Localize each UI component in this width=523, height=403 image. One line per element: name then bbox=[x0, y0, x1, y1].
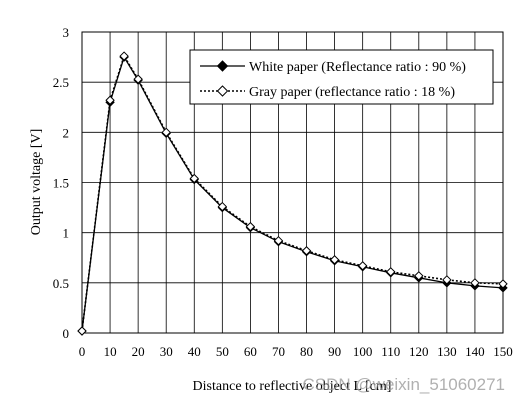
x-tick-label: 10 bbox=[104, 344, 117, 359]
y-tick-label: 1 bbox=[63, 226, 70, 241]
data-point-series-1 bbox=[245, 221, 256, 232]
watermark: CSDN @weixin_51060271 bbox=[302, 375, 505, 394]
data-point-series-1 bbox=[161, 127, 171, 138]
x-tick-label: 110 bbox=[381, 344, 400, 359]
data-point-series-1 bbox=[498, 279, 508, 289]
x-tick-label: 30 bbox=[160, 344, 173, 359]
x-tick-label: 90 bbox=[328, 344, 341, 359]
data-point-series-1 bbox=[414, 271, 424, 281]
data-point-series-1 bbox=[273, 235, 284, 246]
x-axis-label: Distance to reflective object L [cm] bbox=[193, 379, 392, 394]
x-tick-label: 20 bbox=[132, 344, 145, 359]
x-tick-label: 40 bbox=[188, 344, 201, 359]
legend-marker-gray bbox=[216, 85, 229, 97]
y-tick-label: 0.5 bbox=[53, 276, 69, 291]
data-point-series-1 bbox=[386, 267, 396, 277]
series-layer bbox=[77, 51, 508, 336]
x-tick-label: 150 bbox=[493, 344, 513, 359]
y-axis-label: Output voltage [V] bbox=[29, 129, 44, 236]
x-tick-label: 80 bbox=[300, 344, 313, 359]
data-point-series-1 bbox=[301, 246, 312, 256]
y-axis-ticks: 0 0.5 1 1.5 2 2.5 3 bbox=[53, 25, 69, 341]
data-point-series-1 bbox=[357, 261, 368, 271]
x-axis-ticks: 0 10 20 30 40 50 60 70 80 90 100 110 120 130 140 150 bbox=[79, 344, 513, 359]
data-point-series-1 bbox=[217, 201, 228, 212]
x-tick-label: 60 bbox=[244, 344, 257, 359]
data-point-series-1 bbox=[77, 326, 87, 336]
x-tick-label: 140 bbox=[465, 344, 485, 359]
x-tick-label: 120 bbox=[409, 344, 429, 359]
legend-marker-white bbox=[216, 60, 229, 72]
x-tick-label: 100 bbox=[353, 344, 373, 359]
y-tick-label: 3 bbox=[63, 25, 70, 40]
x-tick-label: 70 bbox=[272, 344, 285, 359]
data-point-series-1 bbox=[119, 51, 129, 61]
legend: White paper (Reflectance ratio : 90 %) G… bbox=[189, 49, 494, 105]
data-point-series-1 bbox=[442, 275, 452, 285]
legend-box bbox=[189, 49, 494, 105]
legend-label-white: White paper (Reflectance ratio : 90 %) bbox=[249, 60, 466, 75]
x-tick-label: 130 bbox=[437, 344, 457, 359]
data-point-series-1 bbox=[329, 255, 340, 265]
data-point-series-1 bbox=[470, 278, 480, 288]
x-tick-label: 0 bbox=[79, 344, 86, 359]
x-tick-label: 50 bbox=[216, 344, 229, 359]
y-tick-label: 0 bbox=[63, 326, 70, 341]
legend-label-gray: Gray paper (reflectance ratio : 18 %) bbox=[249, 85, 455, 100]
data-point-series-1 bbox=[133, 74, 143, 84]
data-point-series-1 bbox=[189, 173, 199, 184]
y-tick-label: 2 bbox=[63, 125, 70, 140]
y-tick-label: 2.5 bbox=[53, 75, 69, 90]
data-point-series-1 bbox=[105, 95, 115, 105]
y-tick-label: 1.5 bbox=[53, 176, 69, 191]
plot-area-border bbox=[81, 31, 504, 334]
